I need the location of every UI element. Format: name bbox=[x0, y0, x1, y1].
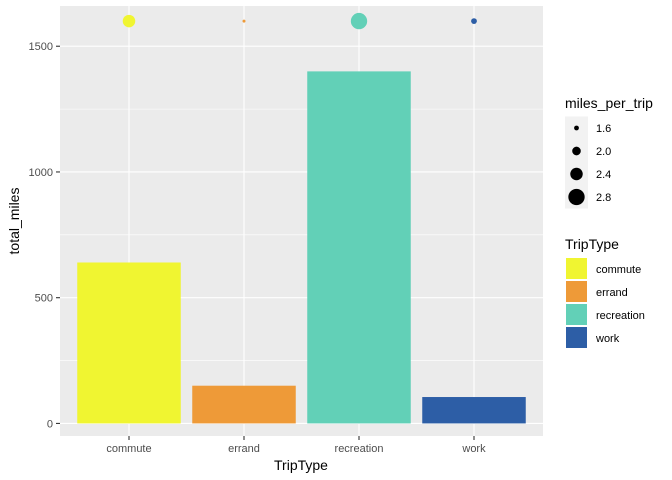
fill-legend-swatch-errand bbox=[566, 281, 587, 302]
y-tick-label: 0 bbox=[47, 418, 53, 430]
size-legend: miles_per_trip 1.6 2.0 2.4 2.8 bbox=[565, 95, 653, 209]
fill-legend-swatch-commute bbox=[566, 258, 587, 279]
size-legend-dot bbox=[574, 125, 579, 131]
y-tick-label: 1000 bbox=[29, 167, 53, 179]
fill-legend-title: TripType bbox=[565, 236, 619, 252]
x-axis-title: TripType bbox=[274, 457, 328, 473]
bar-commute bbox=[77, 262, 181, 424]
fill-legend: TripType commute errand recreation work bbox=[565, 236, 645, 348]
x-tick-label: work bbox=[461, 443, 486, 455]
y-tick-label: 500 bbox=[35, 293, 53, 305]
point-recreation bbox=[350, 12, 368, 30]
bar-work bbox=[422, 397, 526, 424]
fill-legend-label: work bbox=[595, 333, 620, 345]
size-legend-title: miles_per_trip bbox=[565, 95, 653, 111]
size-legend-dot bbox=[568, 188, 585, 206]
size-legend-label: 2.4 bbox=[596, 169, 611, 181]
bars bbox=[77, 71, 526, 424]
y-axis-ticks: 0 500 1000 1500 bbox=[29, 41, 60, 430]
x-tick-label: commute bbox=[106, 443, 151, 455]
fill-legend-label: errand bbox=[596, 287, 628, 299]
points bbox=[122, 12, 477, 30]
size-legend-dot bbox=[572, 146, 581, 156]
y-axis-title: total_miles bbox=[6, 188, 22, 255]
fill-legend-swatch-recreation bbox=[566, 304, 587, 325]
size-legend-label: 2.8 bbox=[596, 192, 611, 204]
size-legend-label: 1.6 bbox=[596, 123, 611, 135]
size-legend-label: 2.0 bbox=[596, 146, 611, 158]
y-tick-label: 1500 bbox=[29, 41, 53, 53]
fill-legend-label: commute bbox=[596, 264, 641, 276]
fill-legend-swatch-work bbox=[566, 327, 587, 348]
fill-legend-label: recreation bbox=[596, 310, 645, 322]
fill-legend-items: commute errand recreation work bbox=[566, 258, 645, 348]
bar-errand bbox=[192, 385, 296, 424]
size-legend-items: 1.6 2.0 2.4 2.8 bbox=[565, 116, 611, 209]
point-commute bbox=[122, 14, 136, 28]
size-legend-dot bbox=[570, 167, 583, 181]
point-work bbox=[471, 18, 477, 24]
x-axis-ticks: commute errand recreation work bbox=[106, 436, 486, 455]
point-errand bbox=[242, 19, 246, 23]
bar-recreation bbox=[307, 71, 411, 424]
x-tick-label: recreation bbox=[335, 443, 384, 455]
x-tick-label: errand bbox=[228, 443, 260, 455]
